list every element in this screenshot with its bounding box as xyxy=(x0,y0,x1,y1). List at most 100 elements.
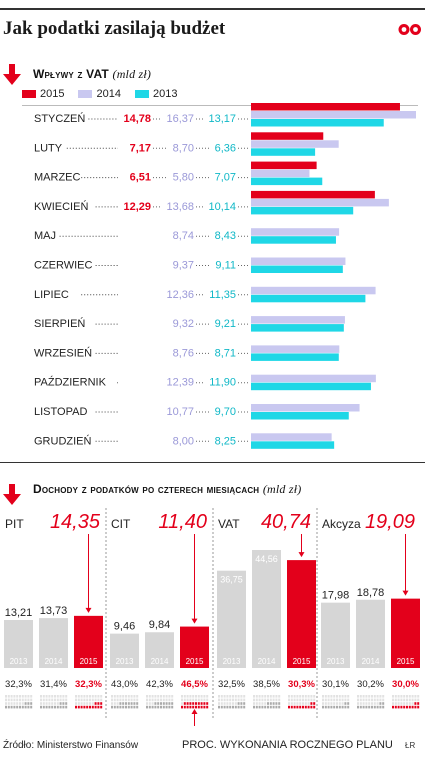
group-cit-pct-dot-2014 xyxy=(151,705,154,709)
group-akcyza-pct-dot-2013 xyxy=(344,705,347,709)
group-vat-pct-dot-2014 xyxy=(267,695,269,698)
group-akcyza-pct-dot-2013 xyxy=(344,702,347,705)
group-cit-pct-dot-2013 xyxy=(127,702,130,705)
vat-section-title: Wpływy z VAT (mld zł) xyxy=(33,67,151,82)
group-pit-pct-dot-2015 xyxy=(75,702,77,705)
group-cit-pct-2013: 43,0% xyxy=(111,679,138,690)
month-6-value-2014: 12,36 xyxy=(166,289,194,301)
month-10-label: LISTOPAD xyxy=(34,406,87,418)
group-akcyza-pct-dot-2015 xyxy=(411,702,414,705)
group-cit-pct-2014: 42,3% xyxy=(146,679,173,690)
group-pit-pct-dot-2015 xyxy=(86,698,89,702)
group-akcyza-pct-dot-2015 xyxy=(406,698,408,702)
group-pit-pct-dot-2013 xyxy=(21,705,24,709)
group-vat-pct-dot-2014 xyxy=(261,698,264,702)
group-akcyza-pct-dot-2013 xyxy=(333,698,336,702)
group-pit-pct-dot-2013 xyxy=(24,702,27,705)
group-pit-pct-dot-2014 xyxy=(59,698,62,702)
group-akcyza-pct-dot-2014 xyxy=(357,698,359,702)
group-akcyza-pct-dot-2015 xyxy=(403,705,406,709)
group-akcyza-pct-dot-2015 xyxy=(394,702,397,705)
group-cit-pct-dot-2015 xyxy=(195,695,197,698)
group-vat-pct-dot-2014 xyxy=(272,705,275,709)
group-vat-pct-dot-2015 xyxy=(310,702,313,705)
group-akcyza-pct-dot-2014 xyxy=(365,695,368,698)
group-pit-pct-dot-2014 xyxy=(42,695,45,698)
month-8-bar-2014 xyxy=(251,345,340,353)
group-pit-pct-dot-2013 xyxy=(21,695,24,698)
group-pit-pct-dot-2013 xyxy=(19,705,21,709)
group-pit-pct-dot-2014 xyxy=(62,695,65,698)
group-vat-pct-dot-2014 xyxy=(272,698,275,702)
group-pit-pct-2014: 31,4% xyxy=(40,679,67,690)
group-vat-pct-dot-2013 xyxy=(232,702,234,705)
group-cit-pct-dot-2015 xyxy=(189,698,192,702)
group-vat-pct-dot-2015 xyxy=(288,698,290,702)
group-akcyza-pct-dot-2013 xyxy=(333,695,336,698)
group-cit-pct-dot-2014 xyxy=(157,702,160,705)
group-cit-pct-dot-2015 xyxy=(197,695,200,698)
group-akcyza-pct-dot-2015 xyxy=(408,695,411,698)
group-pit-pct-dot-2013 xyxy=(16,702,19,705)
month-1-value-2014: 8,70 xyxy=(173,142,194,154)
group-pit-pct-dot-2013 xyxy=(13,705,16,709)
group-cit-pct-dot-2013 xyxy=(111,698,113,702)
vat-section-unit: (mld zł) xyxy=(112,67,152,81)
group-akcyza-pct-dot-2014 xyxy=(382,695,385,698)
group-pit-pct-dot-2014 xyxy=(42,705,45,709)
group-vat-pct-dot-2013 xyxy=(234,705,237,709)
group-cit-pct-dot-2013 xyxy=(122,705,125,709)
group-vat-bar-year-2014: 2014 xyxy=(258,657,276,666)
group-cit-pct-dot-2014 xyxy=(154,698,157,702)
group-vat-pct-dot-2015 xyxy=(313,695,316,698)
group-cit-pct-dot-2015 xyxy=(181,695,183,698)
group-pit-pct-dot-2013 xyxy=(30,695,33,698)
group-vat-pct-dot-2015 xyxy=(313,702,316,705)
group-vat-pct-dot-2013 xyxy=(218,698,220,702)
group-cit-pct-dot-2013 xyxy=(122,695,125,698)
group-vat-pct-dot-2013 xyxy=(229,702,232,705)
group-akcyza-pct-dot-2014 xyxy=(382,702,385,705)
legend-swatch-2015 xyxy=(22,90,36,98)
group-pit-pct-dot-2014 xyxy=(56,695,59,698)
month-0-bar-2013 xyxy=(251,119,384,127)
group-akcyza-pct-dot-2013 xyxy=(336,695,338,698)
group-vat-pct-dot-2015 xyxy=(293,705,296,709)
legend-item-2014: 2014 xyxy=(78,88,121,100)
group-vat-pct-dot-2014 xyxy=(278,705,281,709)
group-vat-pct-dot-2015 xyxy=(299,698,302,702)
group-vat-pct-dot-2013 xyxy=(226,695,229,698)
group-pit-pct-dot-2014 xyxy=(65,702,68,705)
group-cit-pct-dot-2015 xyxy=(195,705,197,709)
group-cit-pct-dot-2015 xyxy=(197,698,200,702)
month-10-bar-2013 xyxy=(251,412,349,420)
group-cit-pct-dot-2014 xyxy=(168,698,171,702)
group-akcyza-bar-2014 xyxy=(356,599,385,668)
group-akcyza-bar-2013 xyxy=(321,602,350,668)
group-cit-pct-dot-2015 xyxy=(189,705,192,709)
group-akcyza-pct-dot-2014 xyxy=(373,702,376,705)
group-vat-pct-dot-2013 xyxy=(223,705,226,709)
group-vat-pct-dot-2015 xyxy=(290,698,293,702)
group-cit-pct-dot-2014 xyxy=(168,695,171,698)
group-akcyza-pointer-head xyxy=(402,590,409,596)
group-akcyza-pct-dot-2013 xyxy=(336,702,338,705)
group-cit-pct-dot-2015 xyxy=(197,705,200,709)
group-pit-pct-dot-2013 xyxy=(10,695,13,698)
group-vat-bar-value-2013: 36,75 xyxy=(220,575,243,585)
group-cit-pct-dot-2013 xyxy=(127,695,130,698)
group-cit-pointer-head xyxy=(191,618,198,624)
group-vat-pct-dot-2015 xyxy=(293,698,296,702)
group-vat-pct-dot-2015 xyxy=(302,702,304,705)
group-vat-pct-dot-2014 xyxy=(253,705,255,709)
group-vat-pct-dot-2015 xyxy=(299,695,302,698)
group-pit-pct-dot-2014 xyxy=(56,702,59,705)
group-vat-pct-dot-2015 xyxy=(299,702,302,705)
month-11-bar-2014 xyxy=(251,433,332,441)
group-vat-pct-dot-2013 xyxy=(223,695,226,698)
group-vat-pct-dot-2013 xyxy=(234,698,237,702)
group-akcyza-pct-dot-2013 xyxy=(327,702,330,705)
group-pit-bar-2015 xyxy=(74,615,103,668)
group-pit-pct-dot-2014 xyxy=(56,698,59,702)
down-arrow-icon xyxy=(3,64,21,85)
